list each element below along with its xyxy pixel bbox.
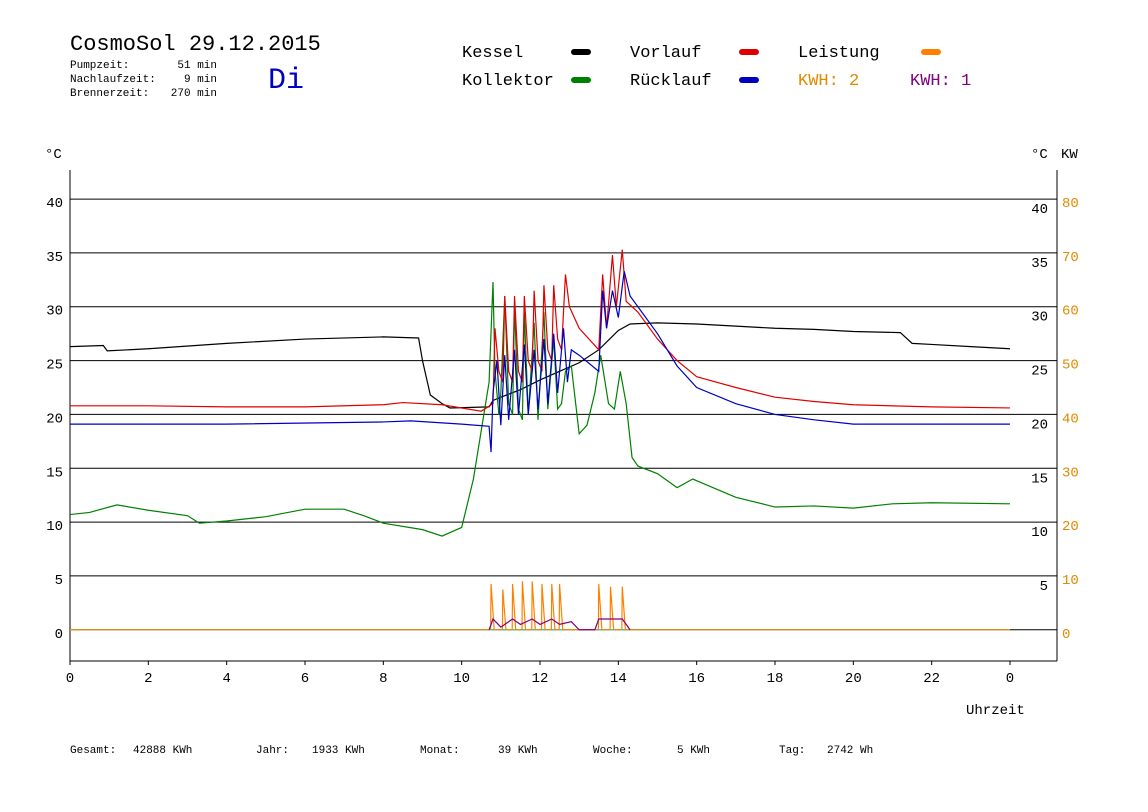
y-right-tick-label: 35 [1031,256,1048,272]
y-right-tick-label: 40 [1031,202,1048,218]
stat-value: 51 min [177,60,217,72]
series-line [488,617,631,631]
chart-title: CosmoSol 29.12.2015 [70,32,321,57]
stat-value: 9 min [184,74,217,86]
y2-tick-label: 60 [1062,304,1079,320]
y-right-tick-label: 25 [1031,364,1048,380]
y-tick-label: 10 [46,519,63,535]
y-right-tick-label: 5 [1040,579,1048,595]
footer-label: Woche: [593,745,633,757]
legend-label: Vorlauf [630,44,701,63]
kwh-label: KWH: 1 [910,72,971,91]
y-tick-label: 20 [46,411,63,427]
x-tick-label: 8 [379,671,387,687]
y2-tick-label: 0 [1062,627,1070,643]
stat-label: Nachlaufzeit: [70,74,156,86]
y-tick-label: 5 [55,573,63,589]
x-tick-label: 16 [688,671,705,687]
y-tick-label: 25 [46,358,63,374]
y-tick-label: 0 [55,627,63,643]
legend-label: Kollektor [462,72,554,91]
y-right-unit: °C [1031,147,1048,163]
stat-label: Brennerzeit: [70,88,149,100]
y2-tick-label: 80 [1062,196,1079,212]
footer-value: 1933 KWh [312,745,365,757]
y-tick-label: 30 [46,304,63,320]
stat-value: 270 min [171,88,217,100]
stat-label: Pumpzeit: [70,60,129,72]
y2-tick-label: 70 [1062,250,1079,266]
x-tick-label: 2 [144,671,152,687]
footer-value: 5 KWh [677,745,710,757]
footer-value: 42888 KWh [133,745,192,757]
weekday: Di [268,64,304,98]
y-right-tick-label: 30 [1031,310,1048,326]
x-tick-label: 0 [1006,671,1014,687]
x-tick-label: 20 [845,671,862,687]
series-line [69,281,1011,537]
x-tick-label: 14 [610,671,627,687]
x-tick-label: 6 [301,671,309,687]
x-axis-label: Uhrzeit [966,703,1025,719]
y-tick-label: 40 [46,196,63,212]
y-unit: °C [45,147,62,163]
legend-label: Rücklauf [630,72,712,91]
y-right-tick-label: 15 [1031,471,1048,487]
x-tick-label: 0 [66,671,74,687]
legend-label: Leistung [798,44,880,63]
y-tick-label: 35 [46,250,63,266]
legend-label: Kessel [462,44,523,63]
footer-label: Monat: [420,745,460,757]
footer-label: Jahr: [256,745,289,757]
x-tick-label: 22 [923,671,940,687]
y-right-tick-label: 20 [1031,417,1048,433]
y2-tick-label: 30 [1062,465,1079,481]
y2-unit: KW [1061,147,1078,163]
series-line [70,581,1010,631]
x-tick-label: 12 [532,671,549,687]
y-tick-label: 15 [46,465,63,481]
footer-label: Tag: [779,745,805,757]
y2-tick-label: 40 [1062,411,1079,427]
x-tick-label: 10 [453,671,470,687]
footer-value: 39 KWh [498,745,538,757]
footer-value: 2742 Wh [827,745,873,757]
y2-tick-label: 10 [1062,573,1079,589]
x-tick-label: 4 [222,671,230,687]
kwh-label: KWH: 2 [798,72,859,91]
x-tick-label: 18 [767,671,784,687]
y2-tick-label: 20 [1062,519,1079,535]
y2-tick-label: 50 [1062,358,1079,374]
series-line [70,271,1010,453]
footer-label: Gesamt: [70,745,116,757]
y-right-tick-label: 10 [1031,525,1048,541]
